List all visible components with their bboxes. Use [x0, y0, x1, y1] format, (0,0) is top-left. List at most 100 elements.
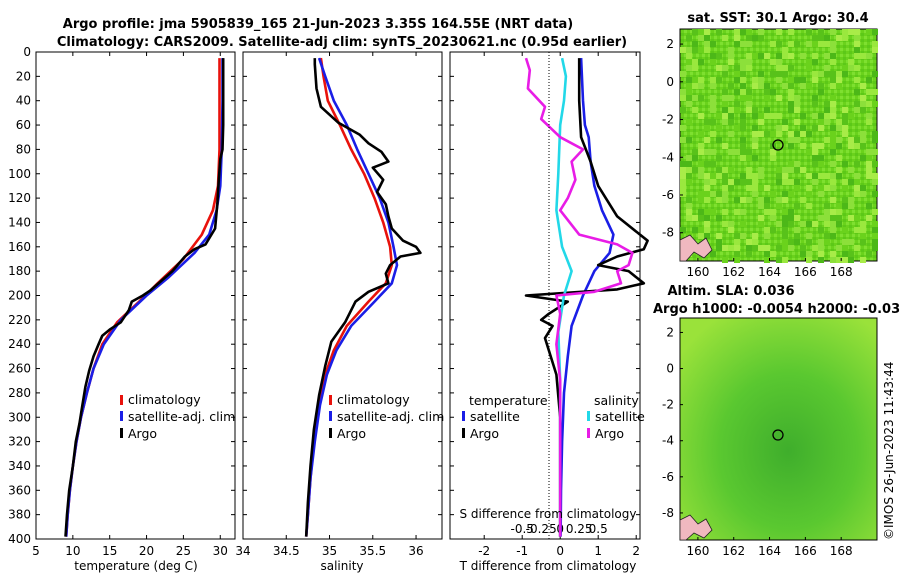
- sst-pixel: [872, 209, 878, 215]
- sst-pixel: [692, 83, 698, 89]
- sst-pixel: [830, 197, 836, 203]
- sst-pixel: [806, 203, 812, 209]
- sst-pixel: [800, 167, 806, 173]
- sst-pixel: [716, 239, 722, 245]
- sst-pixel: [758, 29, 764, 35]
- sst-pixel: [716, 173, 722, 179]
- sst-pixel: [746, 185, 752, 191]
- sst-pixel: [710, 149, 716, 155]
- y-tick-label: 40: [16, 94, 31, 108]
- sst-pixel: [806, 257, 812, 263]
- sst-pixel: [752, 83, 758, 89]
- sst-pixel: [848, 257, 854, 263]
- sst-pixel: [680, 95, 686, 101]
- sst-pixel: [818, 143, 824, 149]
- x-tick-label: 25: [176, 544, 191, 558]
- map-y-tick-label: 2: [666, 37, 674, 51]
- sst-pixel: [842, 245, 848, 251]
- sst-pixel: [788, 65, 794, 71]
- sst-pixel: [680, 107, 686, 113]
- sst-pixel: [800, 77, 806, 83]
- sst-pixel: [740, 209, 746, 215]
- sst-pixel: [758, 215, 764, 221]
- sst-pixel: [710, 101, 716, 107]
- sst-pixel: [740, 89, 746, 95]
- sst-pixel: [776, 59, 782, 65]
- map-y-tick-label: -4: [662, 150, 674, 164]
- sst-pixel: [818, 29, 824, 35]
- sst-pixel: [800, 131, 806, 137]
- sst-pixel: [698, 227, 704, 233]
- sst-pixel: [806, 131, 812, 137]
- sst-pixel: [680, 179, 686, 185]
- y-tick-label: 180: [8, 264, 31, 278]
- map-x-tick-label: 162: [722, 544, 745, 558]
- sst-pixel: [722, 185, 728, 191]
- sst-pixel: [728, 53, 734, 59]
- sst-pixel: [734, 35, 740, 41]
- sst-pixel: [746, 89, 752, 95]
- sst-pixel: [818, 191, 824, 197]
- sst-pixel: [854, 161, 860, 167]
- sst-pixel: [764, 131, 770, 137]
- sst-pixel: [740, 233, 746, 239]
- sst-pixel: [686, 203, 692, 209]
- sst-pixel: [812, 245, 818, 251]
- sst-pixel: [806, 191, 812, 197]
- sst-pixel: [812, 155, 818, 161]
- sst-pixel: [764, 251, 770, 257]
- sst-pixel: [812, 125, 818, 131]
- sst-pixel: [788, 221, 794, 227]
- sst-pixel: [854, 29, 860, 35]
- sst-pixel: [854, 65, 860, 71]
- sst-pixel: [728, 59, 734, 65]
- s-diff-tick-label: -0.5: [510, 522, 533, 536]
- sst-pixel: [704, 179, 710, 185]
- map-x-tick-label: 164: [758, 544, 781, 558]
- sst-pixel: [686, 167, 692, 173]
- sst-pixel: [872, 245, 878, 251]
- sst-pixel: [818, 227, 824, 233]
- sst-pixel: [728, 221, 734, 227]
- map-x-tick-label: 162: [722, 265, 745, 279]
- sst-pixel: [722, 95, 728, 101]
- sst-pixel: [746, 179, 752, 185]
- sst-pixel: [704, 29, 710, 35]
- sst-pixel: [752, 173, 758, 179]
- legend-argo: Argo: [337, 426, 366, 441]
- sst-pixel: [752, 113, 758, 119]
- sst-pixel: [722, 245, 728, 251]
- sst-pixel: [686, 119, 692, 125]
- sst-pixel: [716, 197, 722, 203]
- sst-pixel: [830, 173, 836, 179]
- sst-pixel: [704, 161, 710, 167]
- sst-pixel: [728, 107, 734, 113]
- sst-pixel: [680, 227, 686, 233]
- sst-pixel: [818, 119, 824, 125]
- y-tick-label: 60: [16, 118, 31, 132]
- sst-pixel: [830, 137, 836, 143]
- sst-pixel: [758, 53, 764, 59]
- sst-pixel: [746, 197, 752, 203]
- sst-pixel: [794, 227, 800, 233]
- map-y-tick-label: -2: [662, 398, 674, 412]
- sst-pixel: [692, 167, 698, 173]
- sst-pixel: [686, 161, 692, 167]
- sst-pixel: [860, 239, 866, 245]
- sst-pixel: [680, 71, 686, 77]
- sst-pixel: [860, 53, 866, 59]
- sst-pixel: [698, 77, 704, 83]
- sst-pixel: [698, 167, 704, 173]
- sst-pixel: [836, 155, 842, 161]
- salinity-legend: climatology satellite-adj. clim Argo: [329, 392, 444, 441]
- sst-pixel: [680, 191, 686, 197]
- sst-pixel: [860, 185, 866, 191]
- sst-pixel: [716, 191, 722, 197]
- sst-pixel: [746, 245, 752, 251]
- sst-pixel: [764, 245, 770, 251]
- sst-pixel: [692, 29, 698, 35]
- sst-pixel: [872, 173, 878, 179]
- sst-pixel: [752, 53, 758, 59]
- sst-pixel: [740, 155, 746, 161]
- sst-pixel: [722, 167, 728, 173]
